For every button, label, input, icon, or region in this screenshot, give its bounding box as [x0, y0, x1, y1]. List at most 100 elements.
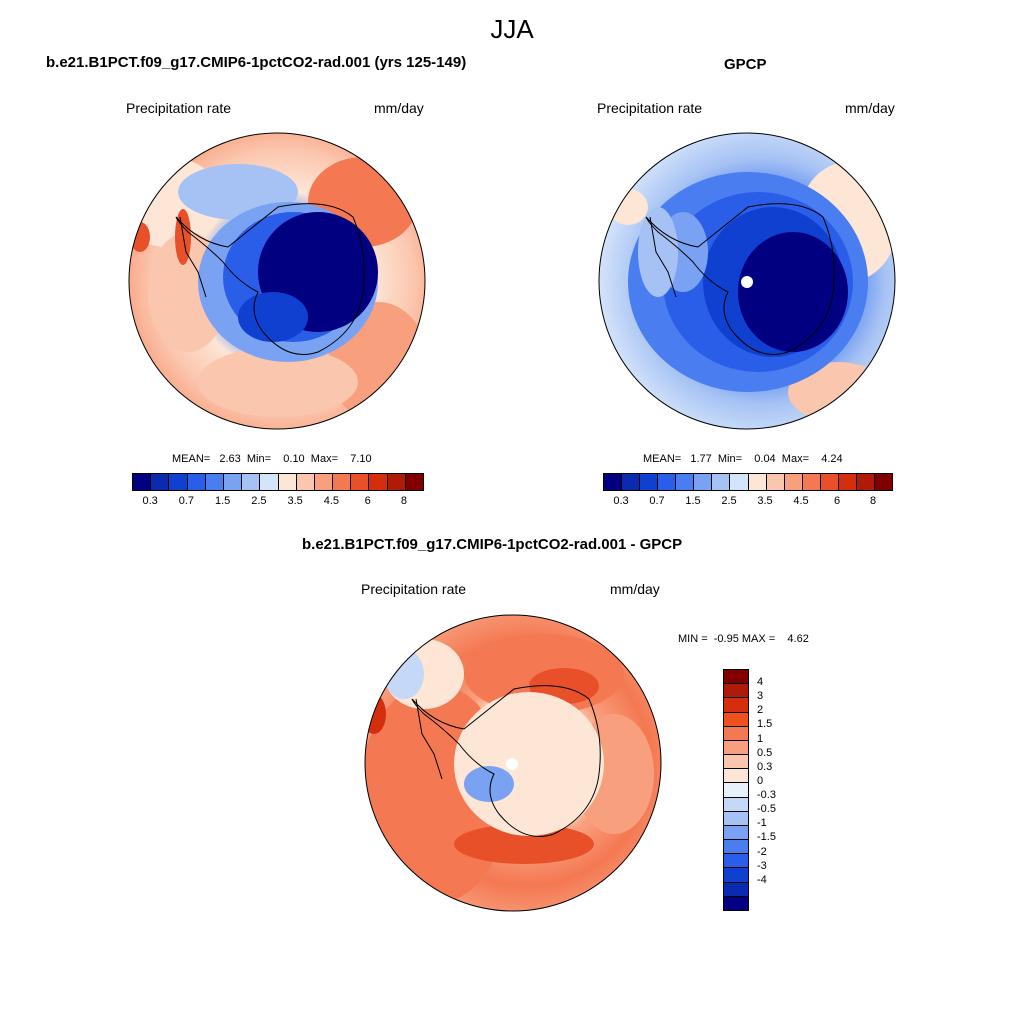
colorbar-swatch: [404, 474, 423, 490]
colorbar-tick-label: 1.5: [685, 495, 701, 507]
colorbar-tick-label: 0.3: [142, 495, 158, 507]
colorbar-tick-label: 3: [757, 690, 764, 703]
diff-variable-label: Precipitation rate: [361, 581, 467, 597]
obs-units-label: mm/day: [845, 100, 895, 116]
colorbar-swatch: [386, 474, 405, 490]
colorbar-swatch: [724, 867, 748, 882]
colorbar-tick-label: 1: [757, 732, 764, 745]
colorbar-swatch: [168, 474, 187, 490]
colorbar-tick-label: 0.5: [757, 746, 773, 759]
diff-polar-map: [364, 614, 662, 912]
colorbar-tick-label: 4.5: [323, 495, 340, 507]
colorbar-swatch: [204, 474, 223, 490]
colorbar-tick-label: 6: [833, 495, 841, 507]
colorbar-tick-label: -0.3: [757, 789, 776, 802]
colorbar-swatch: [724, 739, 748, 755]
colorbar-swatch: [837, 474, 856, 490]
colorbar-swatch: [724, 895, 748, 910]
colorbar-tick-label: 0.7: [178, 495, 195, 507]
colorbar-swatch: [724, 796, 748, 811]
colorbar-tick-label: 0.7: [649, 495, 665, 507]
obs-variable-label: Precipitation rate: [597, 100, 703, 116]
colorbar-swatch: [729, 474, 748, 490]
figure-title: JJA: [490, 14, 534, 44]
colorbar-swatch: [724, 839, 748, 854]
colorbar-tick-label: 4.5: [793, 495, 809, 507]
model-units-label: mm/day: [374, 100, 424, 116]
model-polar-map: [128, 132, 426, 430]
colorbar-tick-label: 1.5: [214, 495, 231, 507]
colorbar-swatch: [765, 474, 784, 490]
colorbar-swatch: [295, 474, 314, 490]
model-colorbar-ticks: 0.3 0.7 1.5 2.5 3.5 4.5 6 8: [132, 495, 422, 509]
colorbar-swatch: [621, 474, 640, 490]
colorbar-swatch: [222, 474, 242, 490]
obs-colorbar: [603, 473, 893, 491]
model-colorbar: [132, 473, 424, 491]
colorbar-swatch: [724, 697, 748, 712]
obs-panel-title: GPCP: [724, 56, 767, 73]
colorbar-swatch: [724, 824, 748, 840]
colorbar-tick-label: 8: [400, 495, 407, 507]
colorbar-swatch: [724, 754, 748, 769]
model-variable-label: Precipitation rate: [126, 100, 232, 116]
colorbar-swatch: [724, 853, 748, 868]
colorbar-tick-label: -1: [757, 817, 767, 830]
diff-stats: MIN = -0.95 MAX = 4.62: [678, 633, 809, 645]
colorbar-swatch: [259, 474, 278, 490]
colorbar-tick-label: 6: [364, 495, 371, 507]
colorbar-swatch: [368, 474, 387, 490]
colorbar-swatch: [186, 474, 205, 490]
model-panel-title: b.e21.B1PCT.f09_g17.CMIP6-1pctCO2-rad.00…: [46, 54, 467, 71]
colorbar-swatch: [855, 474, 874, 490]
colorbar-tick-label: 2: [757, 704, 764, 717]
colorbar-tick-label: 2.5: [251, 495, 267, 507]
diff-units-label: mm/day: [610, 581, 660, 597]
colorbar-swatch: [350, 474, 369, 490]
colorbar-swatch: [693, 474, 712, 490]
obs-stats: MEAN= 1.77 Min= 0.04 Max= 4.24: [643, 453, 843, 465]
colorbar-swatch: [241, 474, 260, 490]
colorbar-swatch: [783, 474, 802, 490]
diff-colorbar-ticks: 4 3 2 1.5 1 0.5 0.3 0 -0.3 -0.5 -1 -1.5 -2 -3 -4: [757, 669, 797, 909]
obs-polar-map: [598, 132, 896, 430]
colorbar-tick-label: 2.5: [721, 495, 737, 507]
colorbar-tick-label: 0.3: [613, 495, 629, 507]
diff-colorbar: [723, 669, 749, 911]
colorbar-tick-label: -3: [757, 859, 767, 872]
colorbar-swatch: [133, 474, 151, 490]
colorbar-swatch: [819, 474, 838, 490]
colorbar-swatch: [332, 474, 351, 490]
colorbar-tick-label: 8: [869, 495, 877, 507]
model-stats: MEAN= 2.63 Min= 0.10 Max= 7.10: [172, 453, 372, 465]
colorbar-swatch: [724, 711, 748, 726]
colorbar-swatch: [711, 474, 730, 490]
colorbar-swatch: [313, 474, 333, 490]
colorbar-swatch: [724, 725, 748, 740]
colorbar-tick-label: -4: [757, 873, 767, 886]
colorbar-swatch: [724, 683, 748, 698]
colorbar-tick-label: 0: [757, 774, 764, 787]
colorbar-swatch: [724, 782, 748, 797]
colorbar-swatch: [747, 474, 766, 490]
colorbar-swatch: [639, 474, 658, 490]
colorbar-swatch: [604, 474, 622, 490]
colorbar-swatch: [724, 881, 748, 896]
colorbar-tick-label: 1.5: [757, 718, 773, 731]
colorbar-tick-label: 3.5: [287, 495, 303, 507]
colorbar-tick-label: -1.5: [757, 831, 776, 844]
colorbar-swatch: [675, 474, 694, 490]
colorbar-tick-label: 0.3: [757, 760, 773, 773]
colorbar-swatch: [873, 474, 892, 490]
obs-colorbar-ticks: 0.3 0.7 1.5 2.5 3.5 4.5 6 8: [603, 495, 891, 509]
colorbar-tick-label: -2: [757, 845, 767, 858]
colorbar-swatch: [801, 474, 820, 490]
colorbar-swatch: [277, 474, 296, 490]
colorbar-swatch: [724, 768, 748, 783]
colorbar-swatch: [150, 474, 169, 490]
diff-panel-title: b.e21.B1PCT.f09_g17.CMIP6-1pctCO2-rad.00…: [302, 536, 683, 553]
colorbar-tick-label: 4: [757, 676, 764, 689]
colorbar-tick-label: -0.5: [757, 803, 776, 816]
colorbar-swatch: [724, 670, 748, 684]
colorbar-swatch: [657, 474, 676, 490]
